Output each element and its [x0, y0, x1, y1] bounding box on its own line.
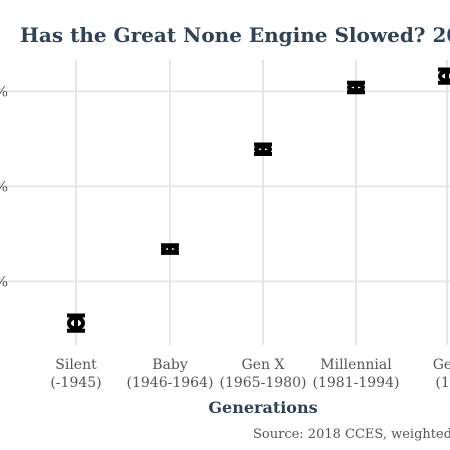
y-tick-label: %: [0, 84, 8, 100]
x-tick-label: Baby (1946-1964): [127, 357, 214, 391]
y-tick-labels: %%%: [0, 84, 8, 290]
point-estimate: [438, 69, 450, 83]
error-bar: [347, 80, 365, 95]
error-bar: [67, 313, 85, 333]
x-tick-labels: Silent (-1945) Baby (1946-1964)Gen X (1965-1…: [50, 357, 450, 391]
error-bar: [161, 243, 179, 255]
x-axis-title: Generations: [208, 398, 317, 417]
y-tick-label: %: [0, 179, 8, 195]
point-estimate: [347, 82, 365, 93]
point-estimate: [254, 144, 272, 155]
error-bar-layer: [67, 67, 450, 333]
x-tick-label: Gen X (1965-1980): [220, 357, 307, 391]
chart-title: Has the Great None Engine Slowed? 2018 C…: [20, 23, 450, 47]
y-tick-label: %: [0, 274, 8, 290]
error-bar: [438, 67, 450, 85]
x-tick-label: Gen(19: [433, 357, 450, 391]
error-bar: [254, 142, 272, 157]
point-estimate: [67, 315, 85, 331]
source-caption: Source: 2018 CCES, weighted; @P: [253, 427, 450, 442]
grid-layer: [0, 60, 450, 345]
x-tick-label: Millennial (1981-1994): [313, 357, 400, 391]
point-estimate: [161, 244, 179, 255]
x-tick-label: Silent (-1945): [50, 357, 101, 391]
